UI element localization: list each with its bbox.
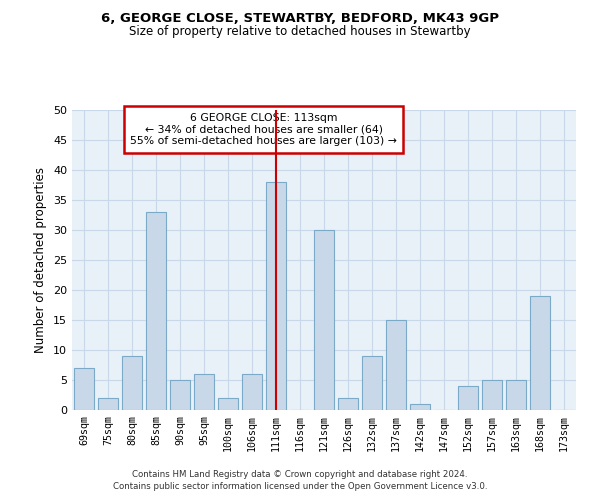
Bar xyxy=(122,356,142,410)
Bar xyxy=(218,398,238,410)
Bar xyxy=(146,212,166,410)
Bar xyxy=(362,356,382,410)
Bar xyxy=(266,182,286,410)
Bar xyxy=(242,374,262,410)
Bar xyxy=(506,380,526,410)
Bar xyxy=(194,374,214,410)
Bar xyxy=(482,380,502,410)
Bar xyxy=(170,380,190,410)
Text: Contains public sector information licensed under the Open Government Licence v3: Contains public sector information licen… xyxy=(113,482,487,491)
Bar xyxy=(74,368,94,410)
Bar xyxy=(458,386,478,410)
Text: Contains HM Land Registry data © Crown copyright and database right 2024.: Contains HM Land Registry data © Crown c… xyxy=(132,470,468,479)
Text: 6, GEORGE CLOSE, STEWARTBY, BEDFORD, MK43 9GP: 6, GEORGE CLOSE, STEWARTBY, BEDFORD, MK4… xyxy=(101,12,499,26)
Y-axis label: Number of detached properties: Number of detached properties xyxy=(34,167,47,353)
Bar xyxy=(314,230,334,410)
Bar xyxy=(530,296,550,410)
Text: Size of property relative to detached houses in Stewartby: Size of property relative to detached ho… xyxy=(129,25,471,38)
Text: 6 GEORGE CLOSE: 113sqm
← 34% of detached houses are smaller (64)
55% of semi-det: 6 GEORGE CLOSE: 113sqm ← 34% of detached… xyxy=(130,113,397,146)
Bar xyxy=(410,404,430,410)
Bar xyxy=(98,398,118,410)
Bar xyxy=(338,398,358,410)
Bar xyxy=(386,320,406,410)
